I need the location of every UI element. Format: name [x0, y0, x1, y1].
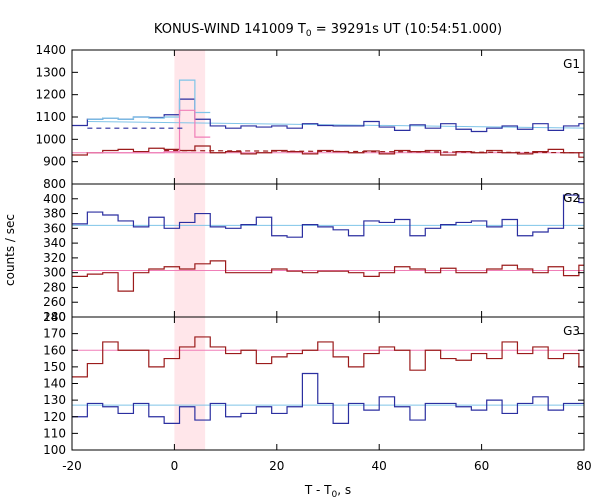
panel-g2-series-1 — [72, 260, 584, 292]
panel-g1-fit-line-0 — [87, 120, 584, 129]
panel-g1-ytick-label: 1300 — [35, 65, 66, 79]
panel-g1-ytick-label: 1000 — [35, 132, 66, 146]
panel-g3-frame — [71, 316, 585, 451]
panel-g3-series-1 — [72, 336, 584, 378]
y-axis-label: counts / sec — [3, 214, 17, 286]
panel-g3-plot — [72, 336, 584, 424]
panel-g3-label: G3 — [563, 324, 580, 338]
panel-g1-series-2 — [87, 79, 211, 120]
panel-g3-ytick-label: 130 — [43, 393, 66, 407]
panel-g2-frame — [71, 183, 585, 318]
xtick-label: 60 — [474, 459, 489, 473]
panel-g3-ytick-label: 170 — [43, 327, 66, 341]
panel-g2-ytick-label: 360 — [43, 221, 66, 235]
panel-g1-label: G1 — [563, 57, 580, 71]
panel-g2-ytick-label: 400 — [43, 192, 66, 206]
panel-g2-plot — [72, 194, 584, 292]
frame-layer — [71, 49, 585, 451]
panel-g3-ytick-label: 140 — [43, 377, 66, 391]
panel-g1-series-1 — [72, 145, 584, 158]
panel-g3-ytick-label: 180 — [43, 310, 66, 324]
panel-g2-label: G2 — [563, 191, 580, 205]
panel-g1-ytick-label: 1200 — [35, 88, 66, 102]
xtick-label: 80 — [576, 459, 591, 473]
panel-g1-series-0 — [72, 98, 584, 133]
x-axis-label: T - T0, s — [304, 483, 351, 500]
panel-g2-ytick-label: 280 — [43, 280, 66, 294]
panel-g2-ytick-label: 240 — [43, 310, 66, 324]
xtick-label: -20 — [62, 459, 82, 473]
panel-g3-ytick-label: 120 — [43, 410, 66, 424]
panel-g3-ytick-label: 110 — [43, 426, 66, 440]
xtick-label: 20 — [269, 459, 284, 473]
panel-g2-series-0 — [72, 194, 584, 238]
panel-g3-ytick-label: 100 — [43, 443, 66, 457]
panel-g2-ytick-label: 300 — [43, 266, 66, 280]
panel-g2-ytick-label: 260 — [43, 295, 66, 309]
panel-g1-ytick-label: 1400 — [35, 43, 66, 57]
text-layer: KONUS-WIND 141009 T0 = 39291s UT (10:54:… — [3, 22, 592, 500]
panel-g2-ytick-label: 380 — [43, 207, 66, 221]
panel-g3-ytick-label: 160 — [43, 343, 66, 357]
panel-g2-ytick-label: 340 — [43, 236, 66, 250]
panel-g2-ytick-label: 320 — [43, 251, 66, 265]
xtick-label: 40 — [372, 459, 387, 473]
panel-g3-ytick-label: 150 — [43, 360, 66, 374]
panel-g3-series-0 — [72, 372, 584, 424]
data-layer — [72, 79, 584, 424]
panel-g1-ytick-label: 800 — [43, 177, 66, 191]
panel-g1-series-3 — [87, 109, 211, 154]
panel-g1-dashed-line-1 — [164, 149, 584, 154]
xtick-label: 0 — [171, 459, 179, 473]
chart-title: KONUS-WIND 141009 T0 = 39291s UT (10:54:… — [154, 22, 502, 39]
panel-g1-ytick-label: 900 — [43, 155, 66, 169]
panel-g1-plot — [72, 79, 584, 158]
panel-g1-ytick-label: 1100 — [35, 110, 66, 124]
